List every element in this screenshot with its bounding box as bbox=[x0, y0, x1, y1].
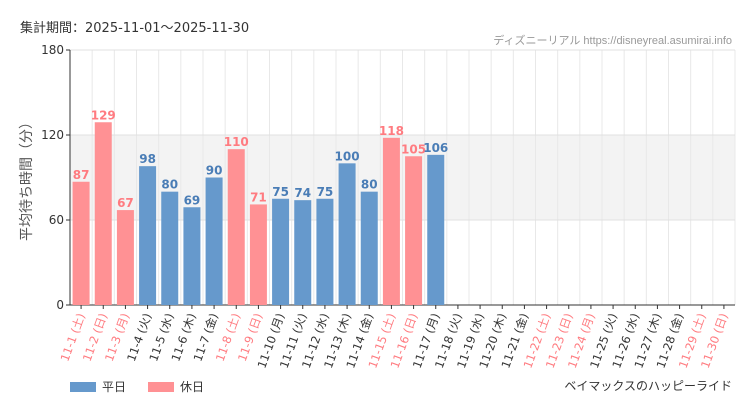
bar bbox=[427, 154, 445, 305]
legend-weekday[interactable]: 平日 bbox=[70, 378, 126, 395]
bar bbox=[205, 177, 223, 305]
legend-holiday[interactable]: 休日 bbox=[148, 378, 204, 395]
bar bbox=[382, 137, 400, 305]
data-label: 100 bbox=[335, 149, 360, 163]
attraction-name: ベイマックスのハッピーライド bbox=[564, 379, 732, 393]
bar bbox=[116, 210, 134, 305]
bar bbox=[360, 191, 378, 305]
site-credit: ディズニーリアル https://disneyreal.asumirai.inf… bbox=[493, 35, 732, 47]
legend-label: 平日 bbox=[102, 380, 127, 394]
data-label: 75 bbox=[317, 185, 334, 199]
bar bbox=[249, 204, 267, 305]
data-label: 129 bbox=[91, 108, 116, 122]
data-label: 87 bbox=[73, 168, 90, 182]
bar bbox=[227, 149, 245, 305]
legend-swatch bbox=[70, 382, 96, 392]
bar bbox=[94, 122, 112, 305]
data-label: 110 bbox=[224, 135, 249, 149]
data-label: 75 bbox=[272, 185, 289, 199]
y-tick-label: 180 bbox=[41, 43, 64, 57]
bar bbox=[272, 198, 290, 305]
data-label: 106 bbox=[423, 141, 448, 155]
bar bbox=[72, 181, 90, 305]
data-label: 90 bbox=[206, 164, 223, 178]
bar bbox=[316, 198, 334, 305]
legend: 平日 休日 bbox=[70, 378, 204, 395]
data-label: 67 bbox=[117, 196, 134, 210]
data-label: 98 bbox=[139, 152, 156, 166]
legend-swatch bbox=[148, 382, 175, 392]
bar bbox=[161, 191, 179, 305]
bar bbox=[139, 166, 157, 305]
bar bbox=[338, 163, 356, 305]
data-label: 105 bbox=[401, 142, 426, 156]
y-tick-label: 0 bbox=[56, 298, 64, 312]
legend-label: 休日 bbox=[180, 380, 205, 394]
y-tick-label: 60 bbox=[49, 213, 64, 227]
data-label: 118 bbox=[379, 124, 404, 138]
bar bbox=[294, 200, 312, 305]
period-label: 集計期間：2025-11-01～2025-11-30 bbox=[20, 21, 250, 36]
bar bbox=[183, 207, 201, 305]
bar bbox=[405, 156, 423, 305]
data-label: 71 bbox=[250, 190, 267, 204]
data-label: 80 bbox=[361, 178, 378, 192]
data-label: 80 bbox=[161, 178, 178, 192]
data-label: 69 bbox=[184, 193, 201, 207]
y-tick-label: 120 bbox=[41, 128, 64, 142]
data-label: 74 bbox=[294, 186, 311, 200]
